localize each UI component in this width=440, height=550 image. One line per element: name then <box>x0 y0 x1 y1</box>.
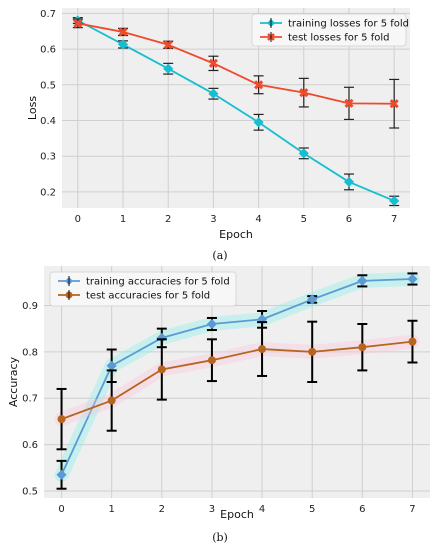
chart-b-legend: training accuracies for 5 fold test accur… <box>49 271 237 307</box>
data-point <box>298 148 309 159</box>
chart-a-series <box>72 15 400 207</box>
x-tick-label: 4 <box>259 504 265 515</box>
chart-b-series <box>54 271 420 490</box>
legend-item: test accuracies for 5 fold <box>58 290 210 302</box>
y-tick-label: 0.2 <box>40 187 56 198</box>
data-point <box>299 88 309 98</box>
data-point <box>163 63 174 74</box>
legend-box <box>251 13 407 47</box>
series-2 <box>54 319 420 451</box>
chart-a-caption: (a) <box>212 249 227 262</box>
data-point <box>307 294 318 305</box>
y-tick-label: 0.6 <box>40 45 56 56</box>
data-point <box>344 98 354 108</box>
x-tick-label: 0 <box>75 214 81 225</box>
y-tick-label: 0.7 <box>40 9 56 20</box>
series-2 <box>72 18 400 129</box>
data-point <box>343 176 355 187</box>
legend-label: training accuracies for 5 fold <box>86 277 230 288</box>
data-point <box>163 40 173 50</box>
x-tick-label: 3 <box>209 504 215 515</box>
series-line <box>77 22 395 105</box>
chart-b-ylabel: Accuracy <box>7 356 20 407</box>
data-point <box>73 18 83 28</box>
y-tick-label: 0.8 <box>22 347 38 358</box>
chart-a-ylabel: Loss <box>26 96 39 120</box>
x-tick-label: 7 <box>409 504 415 515</box>
data-point <box>253 117 264 128</box>
data-point <box>408 337 417 346</box>
x-tick-label: 0 <box>58 504 64 515</box>
legend-item: training accuracies for 5 fold <box>58 276 230 288</box>
chart-a-xlabel: Epoch <box>219 228 253 241</box>
legend-box <box>49 271 237 307</box>
data-point <box>254 80 264 90</box>
data-point <box>389 195 400 206</box>
y-tick-label: 0.5 <box>40 80 56 91</box>
chart-a: 0 1 2 3 4 5 6 7 0.2 0.3 0.4 0.5 0.6 0.7 training loss… <box>26 8 410 262</box>
data-point <box>207 356 216 365</box>
data-point <box>57 415 66 424</box>
x-tick-label: 6 <box>359 504 365 515</box>
data-point <box>358 343 367 352</box>
y-tick-label: 0.7 <box>22 394 38 405</box>
legend-item: test losses for 5 fold <box>260 32 389 44</box>
data-point <box>118 27 128 37</box>
x-tick-label: 2 <box>159 504 165 515</box>
x-tick-label: 4 <box>255 214 261 225</box>
x-tick-label: 7 <box>391 214 397 225</box>
chart-a-legend: training losses for 5 fold test losses fo… <box>251 13 409 47</box>
legend-label: training losses for 5 fold <box>288 19 409 30</box>
legend-label: test accuracies for 5 fold <box>86 291 210 302</box>
x-tick-label: 1 <box>120 214 126 225</box>
data-point <box>206 318 218 330</box>
y-tick-label: 0.3 <box>40 152 56 163</box>
data-point <box>107 396 116 405</box>
data-point <box>308 347 317 356</box>
chart-b-caption: (b) <box>212 531 228 544</box>
data-point <box>389 99 399 109</box>
y-tick-label: 0.6 <box>22 440 38 451</box>
data-point <box>157 365 166 374</box>
chart-b: 0 1 2 3 4 5 6 7 0.5 0.6 0.7 0.8 0.9 training accurac… <box>7 266 430 544</box>
series-line <box>60 278 413 476</box>
data-point <box>407 273 418 285</box>
x-tick-label: 1 <box>108 504 114 515</box>
x-tick-label: 3 <box>210 214 216 225</box>
data-point <box>117 39 129 50</box>
y-tick-label: 0.9 <box>22 301 38 312</box>
series-line <box>77 19 395 202</box>
series-1 <box>54 271 420 490</box>
x-tick-label: 2 <box>165 214 171 225</box>
chart-a-ticks: 0 1 2 3 4 5 6 7 0.2 0.3 0.4 0.5 0.6 0.7 <box>40 9 397 225</box>
y-tick-label: 0.4 <box>40 116 56 127</box>
x-tick-label: 5 <box>309 504 315 515</box>
x-tick-label: 6 <box>346 214 352 225</box>
y-tick-label: 0.5 <box>22 487 38 498</box>
data-point <box>357 275 368 286</box>
legend-label: test losses for 5 fold <box>288 33 389 44</box>
legend-item: training losses for 5 fold <box>260 18 409 30</box>
x-tick-label: 5 <box>301 214 307 225</box>
data-point <box>208 58 218 68</box>
series-line <box>61 340 413 420</box>
data-point <box>208 88 219 99</box>
data-point <box>258 345 267 354</box>
chart-b-xlabel: Epoch <box>220 508 254 521</box>
data-point <box>56 469 67 480</box>
chart-b-ticks: 0 1 2 3 4 5 6 7 0.5 0.6 0.7 0.8 0.9 <box>22 301 416 515</box>
